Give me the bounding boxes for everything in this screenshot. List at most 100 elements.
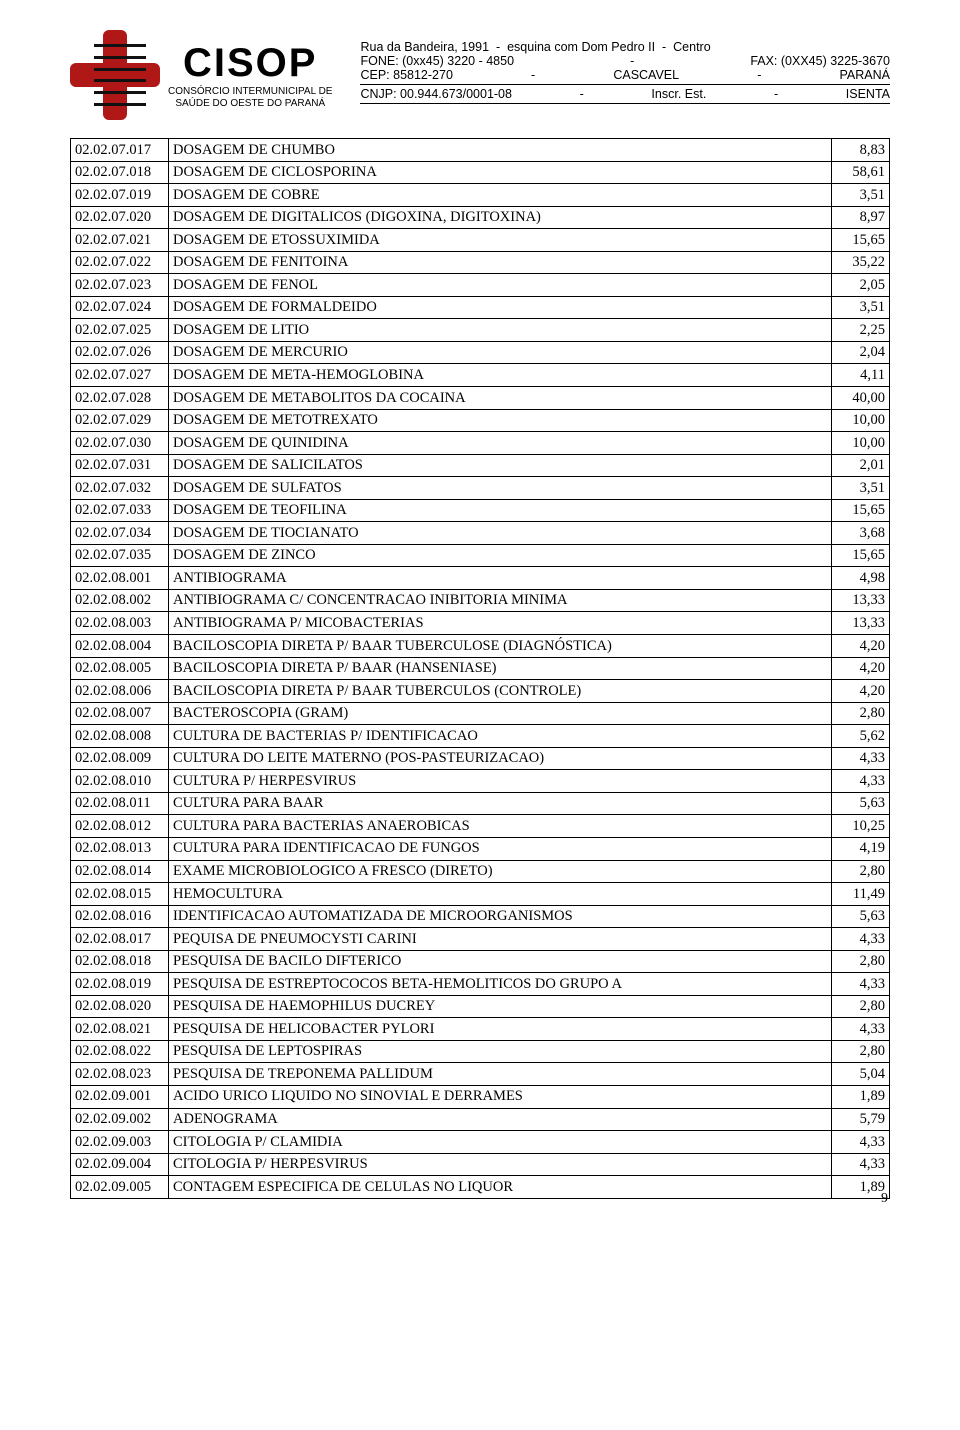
procedure-description: PESQUISA DE HELICOBACTER PYLORI	[169, 1018, 832, 1041]
procedure-description: DOSAGEM DE FENITOINA	[169, 251, 832, 274]
addr-line1: Rua da Bandeira, 1991 - esquina com Dom …	[360, 40, 710, 54]
procedure-value: 1,89	[832, 1085, 890, 1108]
procedure-description: ADENOGRAMA	[169, 1108, 832, 1131]
procedure-code: 02.02.08.018	[71, 950, 169, 973]
procedure-description: PEQUISA DE PNEUMOCYSTI CARINI	[169, 928, 832, 951]
table-row: 02.02.08.012CULTURA PARA BACTERIAS ANAER…	[71, 815, 890, 838]
procedure-code: 02.02.08.001	[71, 567, 169, 590]
procedure-value: 2,01	[832, 454, 890, 477]
procedure-value: 4,11	[832, 364, 890, 387]
procedure-value: 5,63	[832, 905, 890, 928]
procedure-description: ANTIBIOGRAMA P/ MICOBACTERIAS	[169, 612, 832, 635]
procedure-code: 02.02.08.017	[71, 928, 169, 951]
procedure-value: 13,33	[832, 589, 890, 612]
table-row: 02.02.07.033DOSAGEM DE TEOFILINA15,65	[71, 499, 890, 522]
procedure-value: 4,33	[832, 928, 890, 951]
procedure-code: 02.02.08.010	[71, 770, 169, 793]
procedure-value: 2,80	[832, 995, 890, 1018]
procedure-code: 02.02.07.032	[71, 477, 169, 500]
procedure-value: 4,98	[832, 567, 890, 590]
procedure-description: DOSAGEM DE TIOCIANATO	[169, 522, 832, 545]
table-row: 02.02.07.035DOSAGEM DE ZINCO15,65	[71, 544, 890, 567]
procedure-code: 02.02.07.031	[71, 454, 169, 477]
procedure-value: 40,00	[832, 387, 890, 410]
procedure-description: IDENTIFICACAO AUTOMATIZADA DE MICROORGAN…	[169, 905, 832, 928]
procedure-description: DOSAGEM DE SULFATOS	[169, 477, 832, 500]
procedure-value: 4,20	[832, 657, 890, 680]
procedure-description: CULTURA P/ HERPESVIRUS	[169, 770, 832, 793]
procedure-value: 8,97	[832, 206, 890, 229]
procedure-code: 02.02.08.008	[71, 725, 169, 748]
procedure-value: 4,33	[832, 747, 890, 770]
table-row: 02.02.07.020DOSAGEM DE DIGITALICOS (DIGO…	[71, 206, 890, 229]
table-row: 02.02.09.001ACIDO URICO LIQUIDO NO SINOV…	[71, 1085, 890, 1108]
table-row: 02.02.07.017DOSAGEM DE CHUMBO8,83	[71, 139, 890, 162]
procedure-description: DOSAGEM DE METABOLITOS DA COCAINA	[169, 387, 832, 410]
procedure-code: 02.02.07.019	[71, 184, 169, 207]
table-row: 02.02.08.005BACILOSCOPIA DIRETA P/ BAAR …	[71, 657, 890, 680]
procedure-code: 02.02.07.017	[71, 139, 169, 162]
procedure-value: 3,51	[832, 296, 890, 319]
table-row: 02.02.07.025DOSAGEM DE LITIO2,25	[71, 319, 890, 342]
procedure-code: 02.02.08.013	[71, 837, 169, 860]
procedure-description: DOSAGEM DE METOTREXATO	[169, 409, 832, 432]
procedure-description: BACILOSCOPIA DIRETA P/ BAAR TUBERCULOS (…	[169, 680, 832, 703]
procedure-code: 02.02.07.021	[71, 229, 169, 252]
table-row: 02.02.07.031DOSAGEM DE SALICILATOS2,01	[71, 454, 890, 477]
procedure-description: BACTEROSCOPIA (GRAM)	[169, 702, 832, 725]
procedure-code: 02.02.07.018	[71, 161, 169, 184]
procedure-value: 2,25	[832, 319, 890, 342]
procedure-value: 11,49	[832, 883, 890, 906]
procedure-description: DOSAGEM DE FORMALDEIDO	[169, 296, 832, 319]
table-row: 02.02.08.020PESQUISA DE HAEMOPHILUS DUCR…	[71, 995, 890, 1018]
procedure-description: PESQUISA DE BACILO DIFTERICO	[169, 950, 832, 973]
procedure-code: 02.02.08.006	[71, 680, 169, 703]
procedure-value: 10,00	[832, 409, 890, 432]
procedure-description: DOSAGEM DE TEOFILINA	[169, 499, 832, 522]
table-row: 02.02.08.001ANTIBIOGRAMA4,98	[71, 567, 890, 590]
procedure-description: CONTAGEM ESPECIFICA DE CELULAS NO LIQUOR	[169, 1176, 832, 1199]
addr-isenta: ISENTA	[846, 87, 890, 101]
procedure-value: 5,04	[832, 1063, 890, 1086]
table-row: 02.02.08.002ANTIBIOGRAMA C/ CONCENTRACAO…	[71, 589, 890, 612]
procedure-description: CITOLOGIA P/ HERPESVIRUS	[169, 1153, 832, 1176]
procedure-code: 02.02.08.014	[71, 860, 169, 883]
procedure-code: 02.02.08.002	[71, 589, 169, 612]
table-row: 02.02.08.017PEQUISA DE PNEUMOCYSTI CARIN…	[71, 928, 890, 951]
procedure-description: ANTIBIOGRAMA	[169, 567, 832, 590]
table-row: 02.02.08.016IDENTIFICACAO AUTOMATIZADA D…	[71, 905, 890, 928]
addr-cep: CEP: 85812-270	[360, 68, 452, 82]
procedure-code: 02.02.08.019	[71, 973, 169, 996]
procedure-value: 8,83	[832, 139, 890, 162]
procedure-description: DOSAGEM DE QUINIDINA	[169, 432, 832, 455]
procedure-value: 4,33	[832, 1131, 890, 1154]
procedure-code: 02.02.08.009	[71, 747, 169, 770]
procedure-description: DOSAGEM DE SALICILATOS	[169, 454, 832, 477]
procedure-code: 02.02.07.029	[71, 409, 169, 432]
procedure-value: 35,22	[832, 251, 890, 274]
addr-fax: FAX: (0XX45) 3225-3670	[750, 54, 890, 68]
logo-block: CISOP CONSÓRCIO INTERMUNICIPAL DE SAÚDE …	[70, 30, 332, 120]
procedure-description: DOSAGEM DE CHUMBO	[169, 139, 832, 162]
procedure-value: 5,63	[832, 792, 890, 815]
table-row: 02.02.08.011CULTURA PARA BAAR5,63	[71, 792, 890, 815]
procedure-value: 5,79	[832, 1108, 890, 1131]
addr-cnpj: CNJP: 00.944.673/0001-08	[360, 87, 512, 101]
table-row: 02.02.07.024DOSAGEM DE FORMALDEIDO3,51	[71, 296, 890, 319]
table-row: 02.02.08.013CULTURA PARA IDENTIFICACAO D…	[71, 837, 890, 860]
table-row: 02.02.07.027DOSAGEM DE META-HEMOGLOBINA4…	[71, 364, 890, 387]
table-row: 02.02.07.026DOSAGEM DE MERCURIO2,04	[71, 341, 890, 364]
procedure-value: 5,62	[832, 725, 890, 748]
procedure-description: DOSAGEM DE ETOSSUXIMIDA	[169, 229, 832, 252]
table-row: 02.02.08.014EXAME MICROBIOLOGICO A FRESC…	[71, 860, 890, 883]
procedure-code: 02.02.09.005	[71, 1176, 169, 1199]
table-row: 02.02.08.003ANTIBIOGRAMA P/ MICOBACTERIA…	[71, 612, 890, 635]
procedure-code: 02.02.08.022	[71, 1040, 169, 1063]
brand-sub2: SAÚDE DO OESTE DO PARANÁ	[175, 98, 325, 110]
procedure-description: CULTURA DO LEITE MATERNO (POS-PASTEURIZA…	[169, 747, 832, 770]
procedure-code: 02.02.08.003	[71, 612, 169, 635]
addr-inscr: Inscr. Est.	[651, 87, 706, 101]
addr-state: PARANÁ	[840, 68, 890, 82]
addr-city: CASCAVEL	[613, 68, 679, 82]
procedure-description: CULTURA DE BACTERIAS P/ IDENTIFICACAO	[169, 725, 832, 748]
